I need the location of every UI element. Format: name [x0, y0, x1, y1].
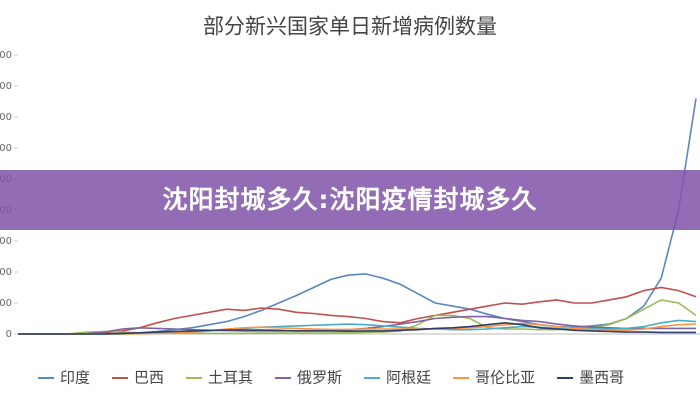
y-tick-label: 100000 [0, 267, 12, 278]
legend-label: 土耳其 [208, 369, 253, 387]
legend-label: 墨西哥 [579, 369, 624, 387]
series-line [18, 321, 696, 335]
legend-label: 巴西 [134, 369, 164, 387]
y-tick-label: 300000 [0, 143, 12, 154]
banner: 沈阳封城多久:沈阳疫情封城多久 [0, 170, 700, 230]
y-tick-label: 50000 [0, 298, 12, 309]
chart-title: 部分新兴国家单日新增病例数量 [203, 15, 497, 39]
y-tick-label: 0 [6, 329, 12, 340]
y-tick-label: 400000 [0, 81, 12, 92]
y-tick-label: 450000 [0, 50, 12, 61]
series-line [18, 286, 697, 335]
y-tick-label: 150000 [0, 236, 12, 247]
y-tick-label: 350000 [0, 112, 12, 123]
legend-label: 哥伦比亚 [475, 369, 535, 387]
legend-label: 俄罗斯 [297, 369, 342, 387]
legend-label: 阿根廷 [386, 369, 431, 387]
legend-label: 印度 [60, 369, 90, 387]
